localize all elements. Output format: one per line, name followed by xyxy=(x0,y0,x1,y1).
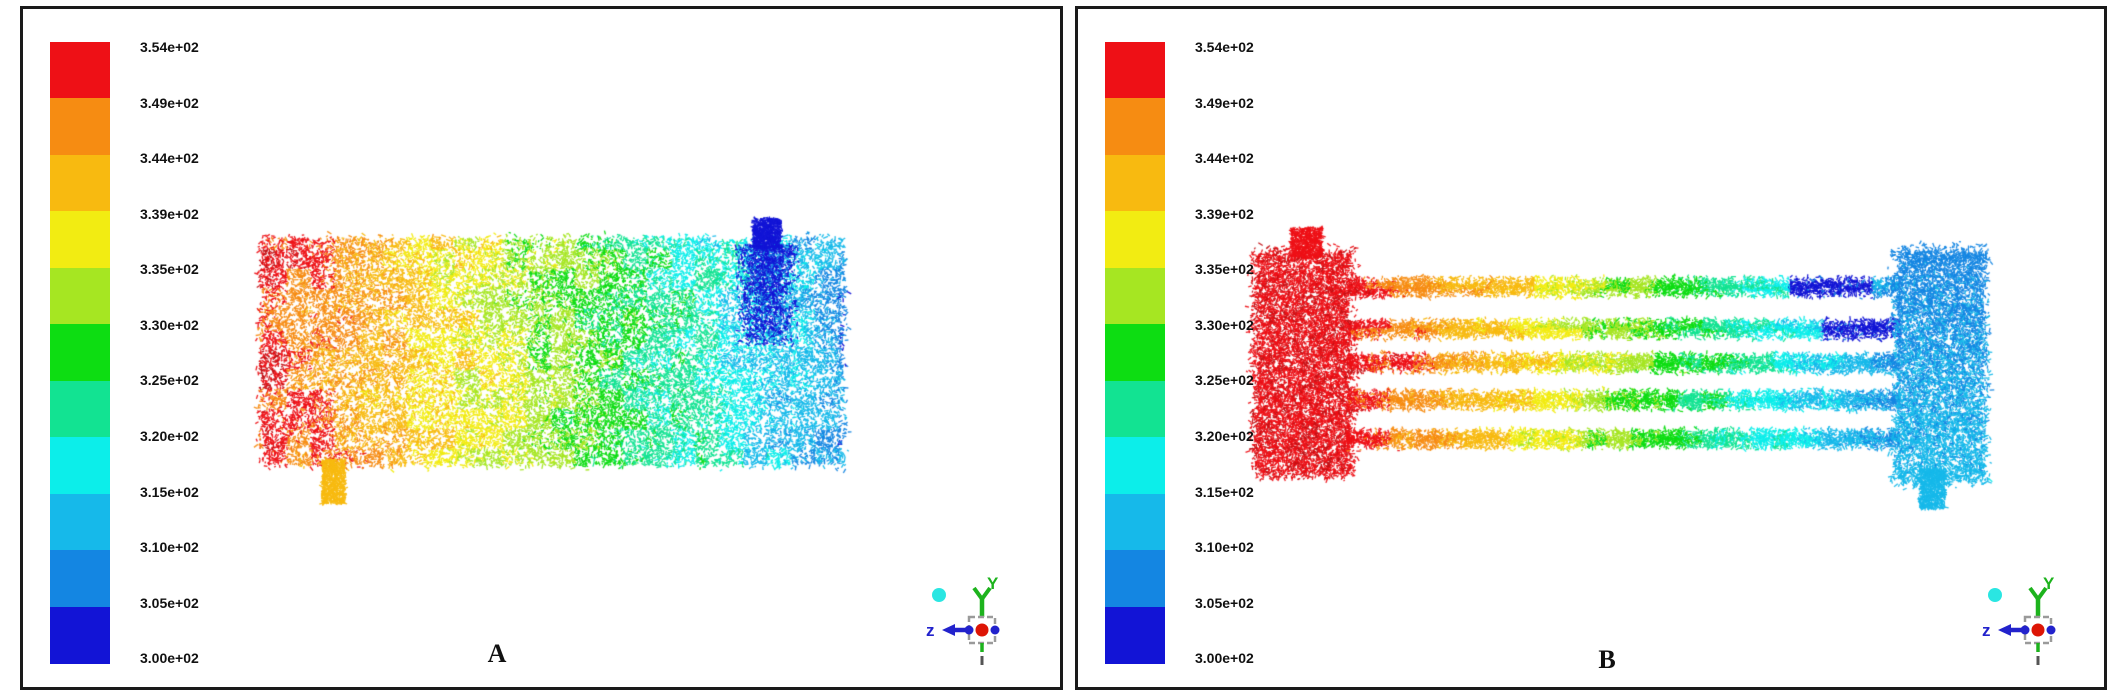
y-axis-arrow-icon xyxy=(972,586,992,603)
legend-color-block xyxy=(50,324,110,382)
z-axis-arrow-icon xyxy=(1998,624,2011,636)
legend-tick-label: 3.54e+02 xyxy=(1195,39,1254,55)
legend-tick-label: 3.15e+02 xyxy=(140,483,199,500)
legend-color-block xyxy=(1105,380,1165,438)
legend-color-block xyxy=(50,380,110,438)
legend-color-block xyxy=(50,211,110,269)
legend-color-block xyxy=(1105,493,1165,551)
x-axis-dot-icon xyxy=(1988,588,2002,602)
legend-tick-label: 3.35e+02 xyxy=(1195,261,1254,278)
y-axis-label: Y xyxy=(2043,574,2055,593)
legend-tick-label: 3.00e+02 xyxy=(140,650,199,667)
y-axis-label: Y xyxy=(987,574,999,593)
legend-tick-label: 3.15e+02 xyxy=(1195,483,1254,500)
z-node-right xyxy=(990,625,1000,635)
panel-a: 3.54e+02 3.49e+02 3.44e+02 3.39e+02 3.35e+02… xyxy=(20,6,1063,690)
legend-tick-label: 3.10e+02 xyxy=(1195,539,1254,556)
legend-tick-label: 3.30e+02 xyxy=(1195,316,1254,333)
legend-color-block xyxy=(50,42,110,100)
legend-tick-label: 3.44e+02 xyxy=(140,150,199,167)
axis-triad: Y z xyxy=(1982,574,2056,665)
panel-b: 3.54e+02 3.49e+02 3.44e+02 3.39e+02 3.35e+02… xyxy=(1075,6,2107,690)
legend-color-block xyxy=(1105,550,1165,608)
z-node-right xyxy=(2046,625,2056,635)
panel-label-a: A xyxy=(487,639,507,668)
temperature-contour-cloud-tubes xyxy=(1078,9,2104,687)
x-origin-dot xyxy=(975,623,989,637)
legend-color-block xyxy=(1105,606,1165,664)
legend-tick-label: 3.49e+02 xyxy=(1195,94,1254,111)
legend-tick-label: 3.49e+02 xyxy=(140,94,199,111)
legend-tick-label: 3.35e+02 xyxy=(140,261,199,278)
legend-tick-label: 3.25e+02 xyxy=(1195,372,1254,389)
temperature-contour-cloud-shell xyxy=(23,9,1060,687)
legend-color-block xyxy=(50,267,110,325)
x-axis-dot-icon xyxy=(932,588,946,602)
legend-tick-label: 3.54e+02 xyxy=(140,39,199,55)
legend-color-block xyxy=(50,437,110,495)
x-origin-dot xyxy=(2031,623,2045,637)
y-axis-arrow-icon xyxy=(2028,586,2048,603)
legend-color-block xyxy=(1105,211,1165,269)
legend-tick-label: 3.39e+02 xyxy=(140,205,199,222)
legend-tick-label: 3.10e+02 xyxy=(140,539,199,556)
legend-tick-label: 3.05e+02 xyxy=(1195,594,1254,611)
z-node-left xyxy=(964,625,974,635)
legend-color-block xyxy=(1105,324,1165,382)
legend-color-block xyxy=(1105,154,1165,212)
legend-color-block xyxy=(1105,437,1165,495)
legend-color-block xyxy=(50,493,110,551)
legend-color-block xyxy=(50,550,110,608)
legend-color-block xyxy=(50,154,110,212)
legend-color-block xyxy=(1105,42,1165,100)
legend-tick-label: 3.25e+02 xyxy=(140,372,199,389)
legend-tick-label: 3.39e+02 xyxy=(1195,205,1254,222)
z-node-left xyxy=(2020,625,2030,635)
colorbar-legend: 3.54e+02 3.49e+02 3.44e+02 3.39e+02 3.35e+02… xyxy=(23,9,223,687)
legend-tick-label: 3.05e+02 xyxy=(140,594,199,611)
axis-triad: Y z xyxy=(926,574,1000,665)
z-axis-label: z xyxy=(1982,621,1991,640)
legend-color-block xyxy=(50,98,110,156)
legend-tick-label: 3.20e+02 xyxy=(1195,427,1254,444)
z-axis-label: z xyxy=(926,621,935,640)
legend-tick-label: 3.30e+02 xyxy=(140,316,199,333)
legend-color-block xyxy=(1105,98,1165,156)
panel-label-b: B xyxy=(1598,645,1616,674)
legend-tick-label: 3.20e+02 xyxy=(140,427,199,444)
legend-tick-label: 3.44e+02 xyxy=(1195,150,1254,167)
colorbar-legend: 3.54e+02 3.49e+02 3.44e+02 3.39e+02 3.35e+02… xyxy=(1078,9,1278,687)
legend-tick-label: 3.00e+02 xyxy=(1195,650,1254,667)
legend-color-block xyxy=(50,606,110,664)
legend-color-block xyxy=(1105,267,1165,325)
z-axis-arrow-icon xyxy=(942,624,955,636)
